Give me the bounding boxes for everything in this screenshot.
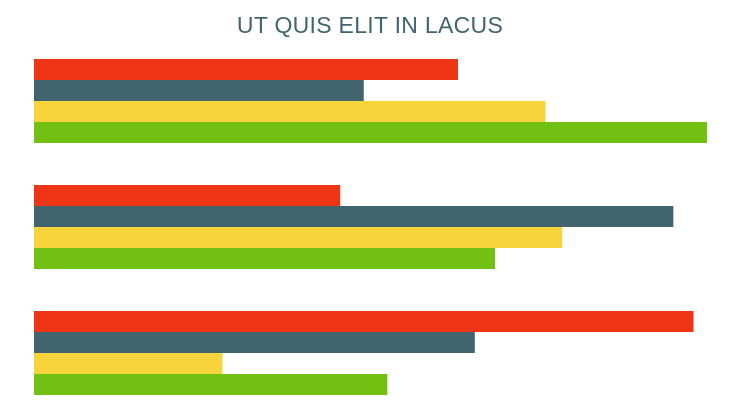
bar-group-2-series-1 (34, 185, 341, 206)
bar-group-3-series-3 (34, 353, 223, 374)
bar-group-1-series-4 (34, 122, 707, 143)
bar-group-2-series-2 (34, 206, 674, 227)
bar-group-3-series-2 (34, 332, 475, 353)
bar-group-2-series-3 (34, 227, 563, 248)
bar-group-1-series-3 (34, 101, 546, 122)
bar-group-1-series-1 (34, 59, 458, 80)
chart-title: UT QUIS ELIT IN LACUS (236, 12, 504, 38)
bar-group-2-series-4 (34, 248, 496, 269)
bar-group-3-series-1 (34, 311, 694, 332)
bar-group-1-series-2 (34, 80, 364, 101)
bar-group-3-series-4 (34, 374, 388, 395)
